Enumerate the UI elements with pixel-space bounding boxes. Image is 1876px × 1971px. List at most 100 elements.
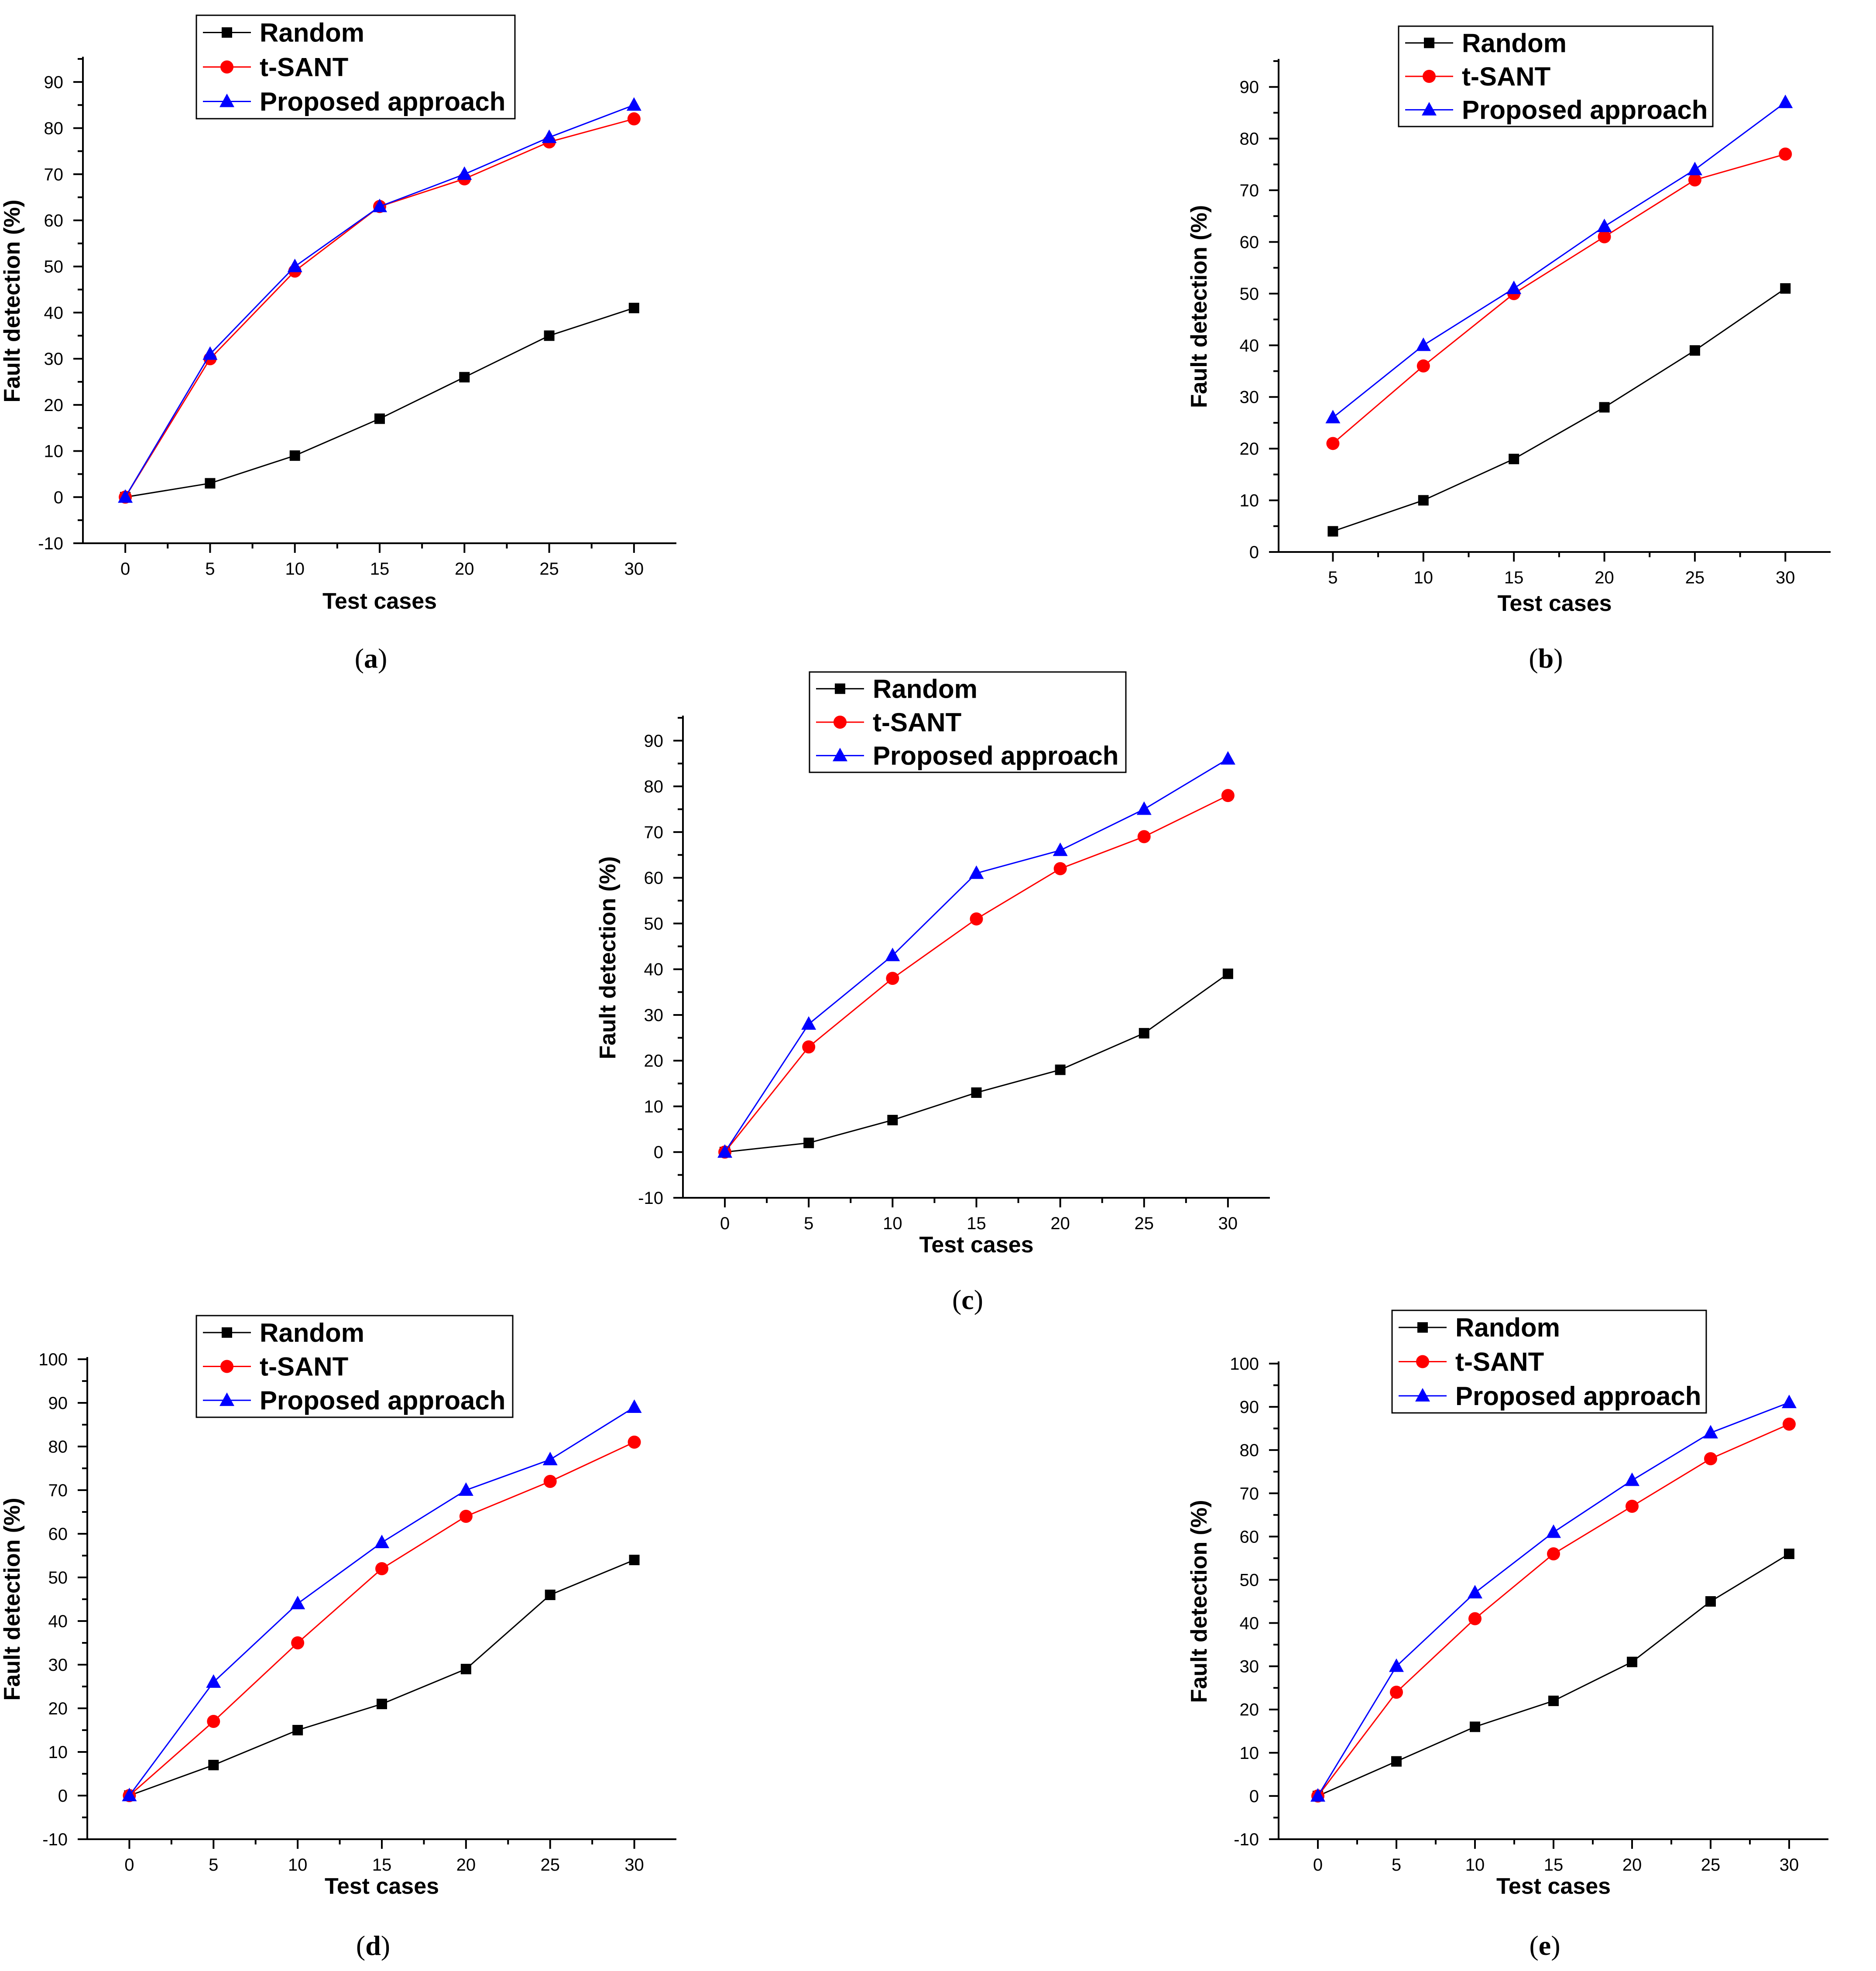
x-tick-label: 25 — [1701, 1855, 1721, 1875]
y-axis-label: Fault detection (%) — [1187, 1500, 1212, 1703]
panel-caption: (d) — [356, 1930, 390, 1961]
y-tick-label: 40 — [1240, 336, 1259, 355]
panel-caption: (b) — [1529, 643, 1563, 674]
y-tick-label: 100 — [1230, 1354, 1259, 1374]
y-tick-label: 30 — [1240, 1657, 1259, 1676]
y-tick-label: 0 — [1249, 543, 1259, 562]
x-axis-label: Test cases — [919, 1232, 1033, 1258]
y-tick-label: 20 — [1240, 1700, 1259, 1720]
y-tick-label: 90 — [48, 1394, 68, 1413]
legend-marker-random — [1424, 38, 1434, 48]
panel-caption: (c) — [952, 1284, 983, 1315]
data-point-proposed-approach — [1782, 1395, 1797, 1409]
x-tick-label: 10 — [883, 1214, 902, 1233]
series-line-random — [125, 307, 634, 498]
x-tick-label: 25 — [539, 559, 559, 579]
y-tick-label: 50 — [1240, 285, 1259, 304]
data-point-random — [1222, 968, 1233, 979]
legend-label-t-sant: t-SANT — [1462, 62, 1550, 91]
data-point-random — [545, 1590, 556, 1600]
legend-marker-proposed-approach — [1422, 102, 1437, 116]
data-point-t-sant — [1221, 789, 1235, 802]
x-tick-label: 15 — [1544, 1855, 1564, 1875]
data-point-random — [289, 450, 300, 461]
y-tick-label: 10 — [1240, 1744, 1259, 1763]
legend-marker-proposed-approach — [219, 1392, 234, 1406]
data-point-random — [803, 1138, 814, 1148]
y-tick-label: 70 — [644, 823, 664, 842]
data-point-proposed-approach — [1506, 281, 1522, 295]
legend-label-t-sant: t-SANT — [260, 1352, 348, 1381]
y-axis-label: Fault detection (%) — [0, 1498, 25, 1700]
data-point-proposed-approach — [1220, 751, 1235, 765]
data-point-random — [887, 1114, 898, 1125]
data-point-proposed-approach — [885, 947, 900, 961]
data-point-random — [1470, 1721, 1480, 1732]
data-point-random — [544, 330, 555, 341]
y-tick-label: 60 — [1240, 1527, 1259, 1546]
data-point-t-sant — [1598, 230, 1611, 243]
data-point-random — [1689, 345, 1700, 356]
legend-label-random: Random — [260, 18, 364, 48]
x-tick-label: 15 — [1504, 568, 1524, 587]
y-tick-label: 80 — [1240, 130, 1259, 149]
data-point-random — [1055, 1064, 1066, 1075]
data-point-t-sant — [459, 1510, 473, 1523]
data-point-random — [1418, 495, 1429, 506]
data-point-random — [460, 1664, 471, 1674]
y-tick-label: 0 — [654, 1143, 663, 1162]
y-tick-label: 30 — [644, 1006, 664, 1025]
y-tick-label: 40 — [1240, 1614, 1259, 1633]
legend-label-random: Random — [1455, 1313, 1560, 1342]
y-tick-label: 10 — [48, 1743, 68, 1762]
series-line-proposed-approach — [1317, 1402, 1790, 1796]
x-tick-label: 10 — [288, 1855, 308, 1875]
data-point-random — [374, 413, 385, 424]
x-tick-label: 0 — [120, 559, 130, 579]
data-point-random — [208, 1760, 219, 1770]
x-tick-label: 25 — [1135, 1214, 1154, 1233]
legend-label-proposed-approach: Proposed approach — [1455, 1381, 1701, 1411]
y-tick-label: 20 — [48, 1699, 68, 1718]
series-line-t-sant — [1317, 1423, 1790, 1796]
y-tick-label: 40 — [44, 303, 64, 322]
legend-label-t-sant: t-SANT — [873, 708, 961, 737]
data-point-t-sant — [1779, 147, 1792, 161]
data-point-t-sant — [1326, 437, 1340, 450]
y-tick-label: 50 — [644, 914, 664, 933]
data-point-t-sant — [970, 912, 983, 926]
data-point-random — [459, 372, 470, 383]
y-tick-label: -10 — [42, 1830, 68, 1849]
legend-marker-t-sant — [1423, 70, 1436, 83]
series-line-proposed-approach — [124, 104, 634, 498]
legend-marker-t-sant — [1416, 1355, 1429, 1368]
data-point-proposed-approach — [1468, 1585, 1482, 1599]
data-point-proposed-approach — [374, 1535, 389, 1548]
legend-label-random: Random — [1462, 28, 1567, 58]
data-point-t-sant — [886, 972, 899, 985]
y-tick-label: 10 — [1240, 491, 1259, 511]
data-point-t-sant — [375, 1562, 388, 1575]
y-tick-label: 80 — [1240, 1441, 1259, 1460]
x-axis-label: Test cases — [325, 1874, 439, 1899]
data-point-proposed-approach — [1310, 1788, 1325, 1802]
data-point-t-sant — [1468, 1612, 1482, 1625]
x-tick-label: 15 — [370, 559, 390, 579]
data-point-t-sant — [543, 1475, 557, 1488]
legend-marker-random — [835, 683, 845, 694]
legend-marker-t-sant — [220, 1360, 233, 1373]
y-tick-label: 30 — [44, 350, 64, 369]
y-tick-label: -10 — [38, 534, 63, 553]
data-point-proposed-approach — [627, 1399, 642, 1413]
series-line-t-sant — [724, 795, 1228, 1153]
y-tick-label: 20 — [44, 396, 64, 415]
data-point-proposed-approach — [1597, 218, 1612, 232]
legend-marker-proposed-approach — [833, 747, 847, 761]
data-point-random — [1780, 283, 1791, 294]
series-line-random — [1317, 1553, 1790, 1797]
series-line-t-sant — [124, 118, 634, 498]
x-tick-label: 10 — [285, 559, 305, 579]
chart-a: -10 0 10 20 30 40 50 60 70 80 90 0 5 10 15 20 25 30 Test c… — [0, 14, 676, 674]
legend-label-proposed-approach: Proposed approach — [1462, 96, 1708, 125]
